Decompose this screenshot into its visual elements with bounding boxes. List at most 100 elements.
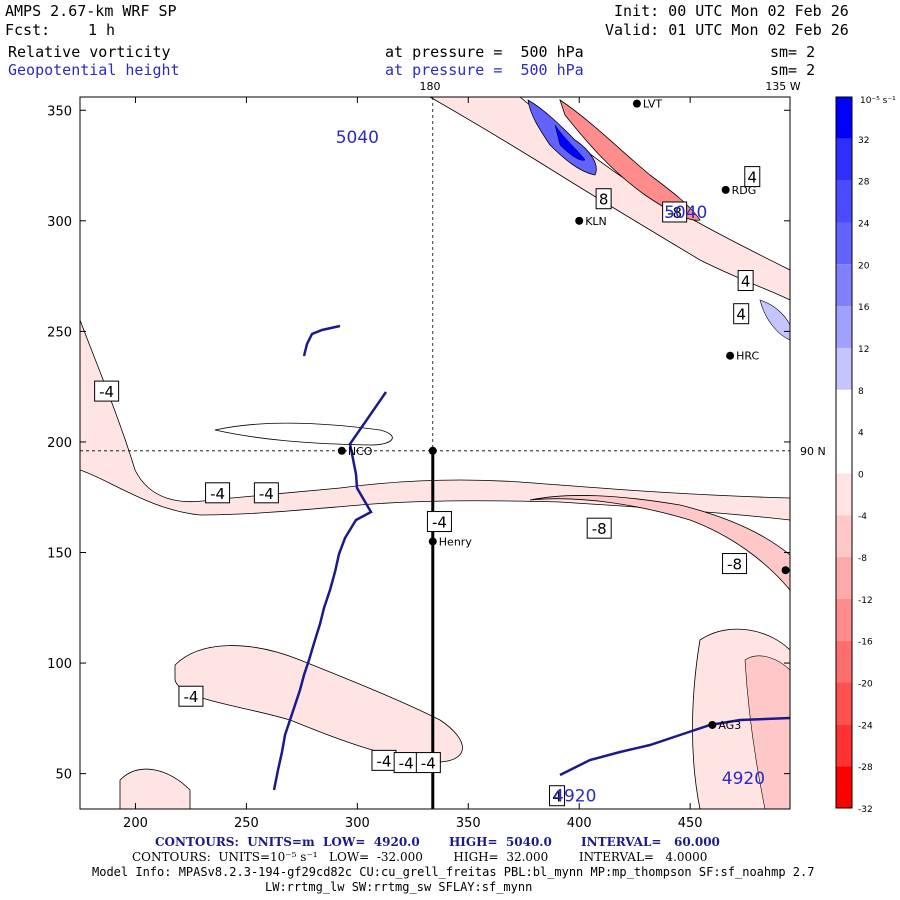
- lon-label-180: 180: [420, 80, 441, 93]
- station-marker: [721, 185, 730, 194]
- field2-name: Geopotential height: [8, 61, 180, 79]
- colorbar-level-label: 8: [858, 387, 864, 397]
- height-label: 4920: [722, 769, 765, 789]
- forecast-label: Fcst:: [5, 21, 51, 39]
- valid-time: Valid: 01 UTC Mon 02 Feb 26: [605, 21, 849, 39]
- x-tick-label: 200: [123, 816, 148, 831]
- colorbar-swatch: [836, 431, 852, 474]
- model-title: AMPS 2.67-km WRF SP: [5, 2, 177, 20]
- colorbar-swatch: [836, 766, 852, 808]
- colorbar-level-label: -8: [858, 554, 867, 564]
- negative-vorticity-core-north: [559, 99, 701, 221]
- station-marker: [726, 351, 735, 360]
- y-tick-label: 50: [55, 768, 72, 783]
- field1-smoothing: sm= 2: [770, 43, 816, 61]
- colorbar-unit: 10⁻⁵ s⁻¹: [860, 96, 896, 106]
- vorticity-label: -4: [183, 688, 198, 706]
- axes: 200 250 300 350 400 450 50 100 150 200 250 300 350: [47, 97, 790, 831]
- vorticity-label-box: [253, 482, 279, 504]
- vorticity-label: 4: [741, 273, 751, 291]
- colorbar-swatch: [836, 473, 852, 516]
- vorticity-label-box: [744, 166, 761, 188]
- vorticity-label: -8: [592, 520, 607, 538]
- x-tick-label: 400: [567, 816, 592, 831]
- init-time: Init: 00 UTC Mon 02 Feb 26: [614, 2, 849, 20]
- vorticity-label-box: [722, 553, 748, 575]
- vorticity-label-box: [178, 685, 204, 707]
- y-tick-label: 350: [47, 104, 72, 119]
- vorticity-label: -4: [399, 755, 414, 773]
- vorticity-label-box: [737, 270, 754, 292]
- colorbar-level-label: -24: [858, 721, 873, 731]
- x-tick-label: 350: [456, 816, 481, 831]
- vorticity-label-box: [733, 303, 750, 325]
- vorticity-label-box: [586, 517, 612, 539]
- vorticity-label: -4: [210, 485, 225, 503]
- vorticity-label-box: [205, 482, 231, 504]
- colorbar-swatch: [836, 389, 852, 432]
- height-label: 5040: [336, 128, 379, 148]
- field1-level: at pressure = 500 hPa: [385, 43, 584, 61]
- negative-vorticity-band-west: [80, 319, 790, 521]
- y-tick-label: 150: [47, 547, 72, 562]
- colorbar: 32 28 24 20 16 12 8 4 0 -4 -8 -12 -16 -20 -24 -28 -32: [835, 96, 873, 815]
- vorticity-label-box: [415, 752, 441, 774]
- model-info-line2: LW:rrtmg_lw SW:rrtmg_sw SFLAY:sf_mynn: [265, 880, 533, 894]
- vorticity-label: 4: [552, 788, 562, 806]
- vorticity-label-box: [595, 188, 612, 210]
- forecast-value: 1 h: [88, 21, 116, 39]
- vorticity-labels: -4 -4 -4 -4 -4 -8 -8 8 -8 4 4 4 -4 -4 -4 4: [94, 166, 761, 807]
- colorbar-swatch: [836, 97, 852, 139]
- station-label: NCO: [348, 445, 373, 458]
- station-label: RDG: [732, 184, 757, 197]
- station-marker: [708, 720, 717, 729]
- height-label: 4920: [553, 787, 596, 807]
- colorbar-level-label: 32: [858, 136, 869, 146]
- colorbar-swatch: [836, 598, 852, 641]
- station-marker: [781, 566, 790, 575]
- negative-vorticity-patch-south: [174, 645, 463, 763]
- lat-label-90n: 90 N: [800, 445, 826, 458]
- height-label: 5040: [664, 203, 707, 223]
- colorbar-swatch: [836, 724, 852, 767]
- colorbar-swatch: [836, 180, 852, 223]
- colorbar-swatch: [836, 306, 852, 348]
- negative-vorticity-band-east: [529, 495, 790, 591]
- plot-frame: [79, 96, 791, 810]
- height-contour-5040: [272, 391, 388, 791]
- negative-vorticity-strip-southeast: [744, 655, 790, 809]
- colorbar-swatch: [836, 640, 852, 683]
- x-tick-label: 250: [234, 816, 259, 831]
- station-label: AG3: [718, 719, 741, 732]
- field2-level: at pressure = 500 hPa: [385, 61, 584, 79]
- y-tick-label: 300: [47, 215, 72, 230]
- station-marker: [632, 99, 641, 108]
- contours-vorticity-info: CONTOURS: UNITS=10⁻⁵ s⁻¹ LOW= -32.000 HI…: [132, 850, 708, 864]
- colorbar-level-label: 16: [858, 303, 870, 313]
- positive-vorticity-strip-north: [554, 124, 586, 161]
- vorticity-label-box: [426, 511, 452, 533]
- x-tick-label: 300: [345, 816, 370, 831]
- height-contour-4920: [559, 716, 790, 777]
- colorbar-swatch: [836, 515, 852, 558]
- vorticity-label: -4: [259, 485, 274, 503]
- vorticity-label: -4: [99, 383, 114, 401]
- colorbar-level-label: 4: [858, 429, 864, 439]
- lon-label-135w: 135 W: [765, 80, 800, 93]
- station-label: LVT: [643, 98, 662, 111]
- colorbar-frame: [835, 96, 853, 809]
- height-labels: 50405040504049204920: [336, 128, 765, 807]
- geopotential-height-contours: [272, 324, 790, 791]
- colorbar-level-label: -32: [858, 805, 873, 815]
- station-label: KLN: [585, 215, 607, 228]
- y-tick-label: 200: [47, 436, 72, 451]
- colorbar-swatch: [836, 264, 852, 307]
- model-info-line1: Model Info: MPASv8.2.3-194-gf29cd82c CU:…: [92, 865, 815, 879]
- negative-vorticity-patch-southwest: [119, 768, 191, 809]
- colorbar-level-label: -28: [858, 763, 873, 773]
- colorbar-level-label: -20: [858, 680, 873, 690]
- colorbar-level-label: -16: [858, 638, 873, 648]
- station-marker: [337, 446, 346, 455]
- station-marker: [575, 216, 584, 225]
